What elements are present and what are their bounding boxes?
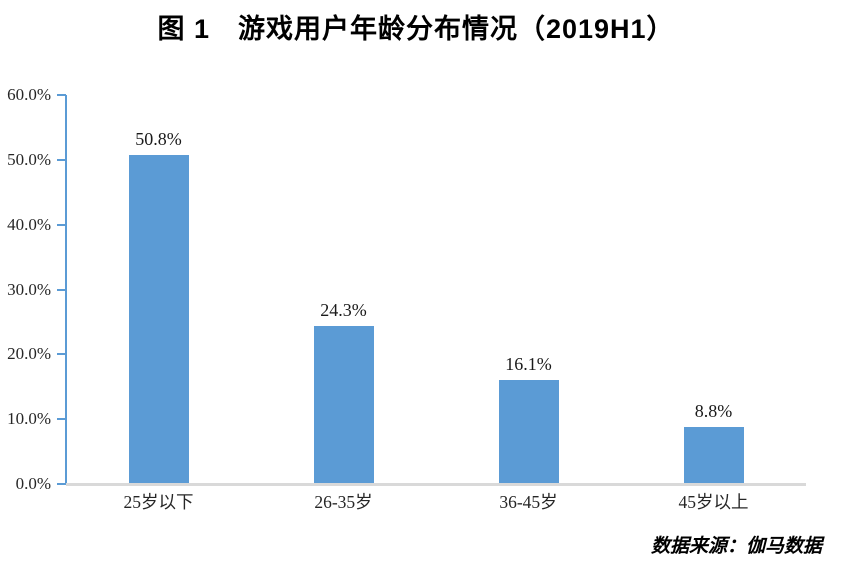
y-tick-mark [57, 94, 66, 96]
y-tick-label: 0.0% [15, 474, 51, 493]
bar-value-label: 24.3% [320, 300, 367, 321]
y-tick-label: 50.0% [7, 149, 51, 169]
y-tick-mark [57, 483, 66, 485]
y-tick-mark [57, 158, 66, 161]
y-tick-mark [57, 288, 66, 291]
category-label: 25岁以下 [123, 492, 194, 512]
data-source-note: 数据来源：伽马数据 [650, 536, 822, 557]
y-axis-line [65, 95, 67, 484]
bar-value-label: 16.1% [505, 353, 552, 374]
bar [498, 379, 559, 484]
y-tick-label: 60.0% [7, 85, 51, 104]
y-tick-mark [57, 223, 66, 226]
y-tick-mark [57, 418, 66, 421]
bar-value-label: 8.8% [694, 400, 733, 421]
bar [683, 426, 744, 484]
y-tick-label: 20.0% [7, 344, 51, 364]
y-tick-label: 10.0% [7, 409, 51, 429]
y-tick-mark [57, 353, 66, 356]
category-label: 36-45岁 [499, 492, 558, 512]
chart-title: 图 1 游戏用户年龄分布情况（2019H1） [157, 14, 675, 44]
bar [313, 326, 374, 484]
y-tick-label: 40.0% [7, 214, 51, 234]
bar-value-label: 50.8% [135, 128, 182, 149]
x-axis-line [66, 483, 806, 486]
bar [128, 154, 189, 484]
category-label: 26-35岁 [314, 492, 373, 512]
y-tick-label: 30.0% [7, 279, 51, 299]
category-label: 45岁以上 [678, 492, 749, 512]
